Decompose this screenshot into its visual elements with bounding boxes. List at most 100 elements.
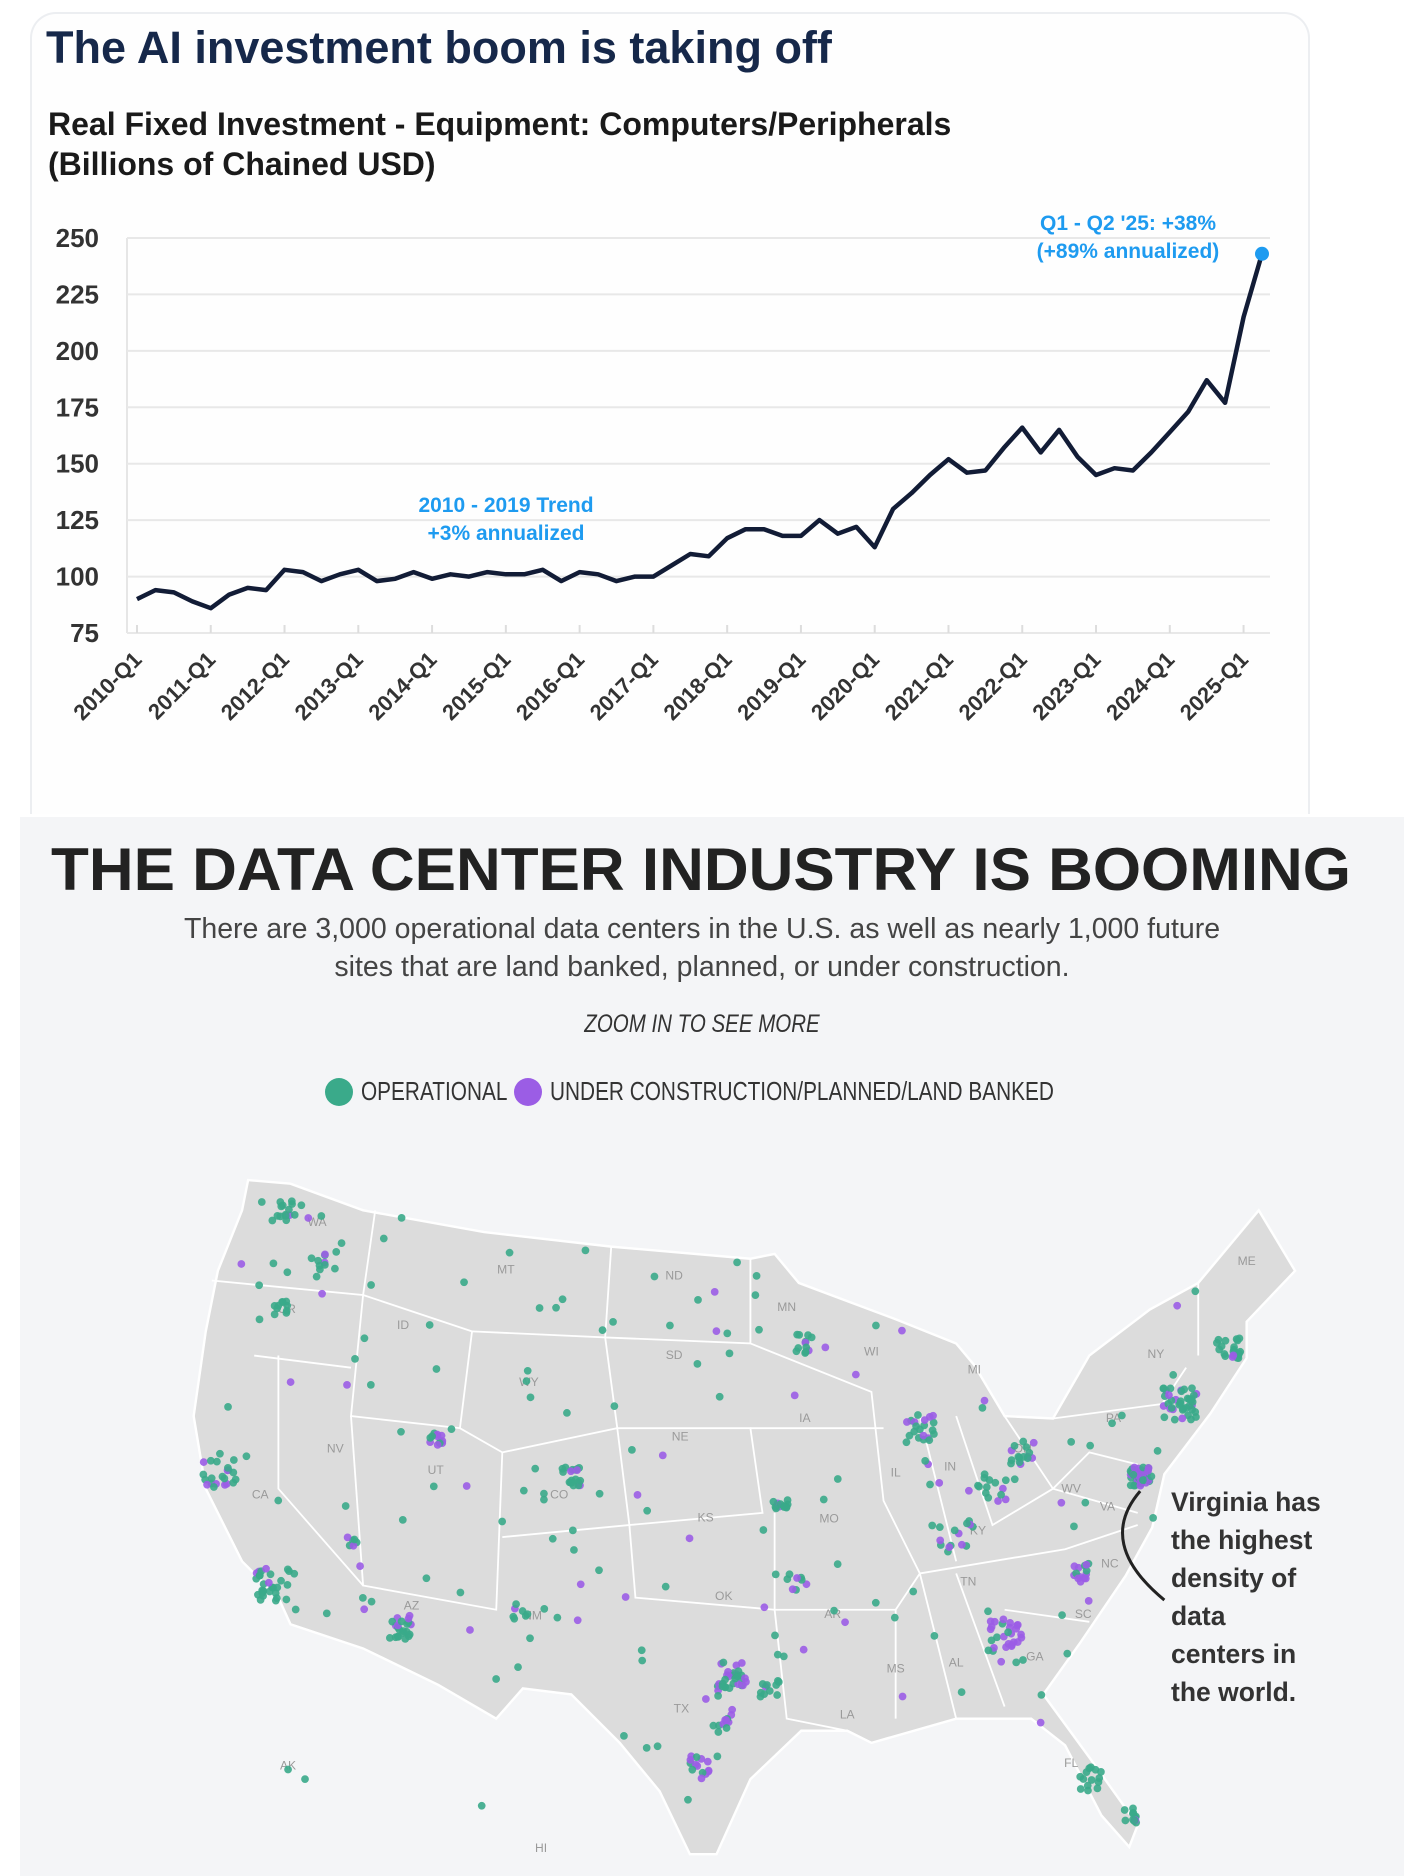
datacenter-title-wrap: THE DATA CENTER INDUSTRY IS BOOMING bbox=[51, 836, 1351, 903]
state-label-al: AL bbox=[949, 1656, 964, 1670]
planned-datacenter-dot bbox=[1084, 1597, 1093, 1605]
operational-datacenter-dot bbox=[273, 1583, 282, 1592]
y-tick-label: 150 bbox=[56, 449, 99, 479]
state-label-nd: ND bbox=[665, 1268, 683, 1282]
operational-datacenter-dot bbox=[1076, 1785, 1085, 1793]
planned-datacenter-dot bbox=[633, 1490, 642, 1499]
operational-datacenter-dot bbox=[297, 1201, 306, 1210]
operational-datacenter-dot bbox=[447, 1425, 456, 1434]
operational-datacenter-dot bbox=[984, 1607, 992, 1616]
operational-datacenter-dot bbox=[563, 1409, 571, 1417]
state-label-tx: TX bbox=[674, 1702, 689, 1716]
operational-datacenter-dot bbox=[242, 1452, 251, 1461]
operational-datacenter-dot bbox=[926, 1480, 934, 1489]
operational-datacenter-dot bbox=[1063, 1649, 1072, 1658]
operational-datacenter-dot bbox=[1097, 1768, 1105, 1776]
operational-datacenter-dot bbox=[270, 1301, 279, 1310]
planned-datacenter-dot bbox=[433, 1441, 442, 1449]
operational-datacenter-dot bbox=[807, 1333, 816, 1342]
state-label-hi: HI bbox=[535, 1841, 547, 1855]
planned-datacenter-dot bbox=[741, 1674, 749, 1683]
planned-datacenter-dot bbox=[621, 1593, 630, 1601]
operational-datacenter-dot bbox=[278, 1201, 287, 1210]
state-label-il: IL bbox=[891, 1466, 901, 1480]
operational-datacenter-dot bbox=[819, 1495, 828, 1504]
state-label-sd: SD bbox=[666, 1348, 683, 1362]
operational-datacenter-dot bbox=[1187, 1415, 1195, 1424]
operational-datacenter-dot bbox=[978, 1403, 987, 1412]
operational-datacenter-dot bbox=[981, 1489, 990, 1497]
operational-datacenter-dot bbox=[982, 1483, 991, 1491]
operational-datacenter-dot bbox=[1221, 1336, 1230, 1345]
operational-datacenter-dot bbox=[266, 1570, 275, 1579]
planned-datacenter-dot bbox=[1082, 1560, 1091, 1569]
state-label-mi: MI bbox=[968, 1363, 981, 1377]
state-label-mn: MN bbox=[777, 1300, 796, 1314]
planned-datacenter-dot bbox=[793, 1574, 801, 1582]
operational-datacenter-dot bbox=[1153, 1447, 1162, 1455]
operational-datacenter-dot bbox=[871, 1598, 880, 1607]
planned-datacenter-dot bbox=[945, 1543, 954, 1552]
planned-datacenter-dot bbox=[1081, 1574, 1090, 1583]
callout-line: data bbox=[1171, 1601, 1226, 1631]
operational-datacenter-dot bbox=[522, 1377, 531, 1385]
operational-datacenter-dot bbox=[498, 1517, 507, 1526]
operational-datacenter-dot bbox=[769, 1497, 778, 1506]
operational-datacenter-dot bbox=[255, 1315, 264, 1324]
callout-line: centers in bbox=[1171, 1639, 1297, 1669]
planned-datacenter-dot bbox=[356, 1562, 364, 1571]
operational-datacenter-dot bbox=[548, 1534, 557, 1543]
planned-datacenter-dot bbox=[841, 1618, 849, 1627]
operational-datacenter-dot bbox=[595, 1566, 603, 1575]
operational-datacenter-dot bbox=[1182, 1403, 1190, 1412]
state-label-ca: CA bbox=[252, 1487, 270, 1501]
map-legend: OPERATIONAL UNDER CONSTRUCTION/PLANNED/L… bbox=[0, 1076, 1404, 1107]
planned-datacenter-dot bbox=[349, 1541, 358, 1550]
operational-datacenter-dot bbox=[1220, 1350, 1229, 1358]
operational-datacenter-dot bbox=[785, 1570, 794, 1579]
operational-datacenter-dot bbox=[1037, 1691, 1046, 1699]
y-tick-label: 125 bbox=[56, 505, 99, 535]
planned-datacenter-dot bbox=[573, 1616, 582, 1625]
planned-datacenter-dot bbox=[405, 1611, 414, 1620]
operational-datacenter-dot bbox=[779, 1652, 788, 1661]
operational-datacenter-dot bbox=[772, 1504, 780, 1513]
operational-datacenter-dot bbox=[723, 1329, 732, 1338]
zoom-note: ZOOM IN TO SEE MORE bbox=[584, 1010, 820, 1038]
operational-datacenter-dot bbox=[714, 1692, 722, 1700]
state-label-ms: MS bbox=[887, 1662, 905, 1676]
planned-datacenter-dot bbox=[686, 1756, 695, 1764]
planned-datacenter-dot bbox=[685, 1534, 694, 1543]
callout-line: the world. bbox=[1171, 1677, 1297, 1707]
operational-datacenter-dot bbox=[209, 1483, 218, 1491]
state-label-mt: MT bbox=[497, 1262, 515, 1276]
operational-datacenter-dot bbox=[984, 1646, 993, 1655]
operational-datacenter-dot bbox=[756, 1688, 765, 1697]
planned-datacenter-dot bbox=[898, 1326, 906, 1335]
operational-datacenter-dot bbox=[1160, 1413, 1169, 1422]
operational-datacenter-dot bbox=[1087, 1776, 1096, 1784]
operational-datacenter-dot bbox=[301, 1775, 309, 1784]
operational-datacenter-dot bbox=[650, 1272, 659, 1281]
operational-datacenter-dot bbox=[367, 1281, 375, 1289]
operational-datacenter-dot bbox=[220, 1474, 229, 1483]
operational-datacenter-dot bbox=[540, 1605, 549, 1613]
operational-datacenter-dot bbox=[1230, 1343, 1238, 1351]
operational-datacenter-dot bbox=[666, 1321, 674, 1330]
operational-datacenter-dot bbox=[1170, 1415, 1179, 1424]
planned-datacenter-dot bbox=[1002, 1643, 1010, 1652]
operational-datacenter-dot bbox=[751, 1291, 760, 1300]
state-label-ne: NE bbox=[672, 1429, 689, 1443]
planned-datacenter-dot bbox=[697, 1774, 706, 1783]
operational-datacenter-dot bbox=[1147, 1472, 1156, 1481]
operational-datacenter-dot bbox=[1129, 1804, 1137, 1813]
operational-datacenter-dot bbox=[287, 1197, 296, 1206]
planned-datacenter-dot bbox=[712, 1327, 721, 1335]
planned-datacenter-dot bbox=[703, 1757, 712, 1766]
operational-datacenter-dot bbox=[914, 1411, 922, 1419]
planned-datacenter-dot bbox=[999, 1484, 1007, 1493]
operational-datacenter-dot bbox=[526, 1393, 535, 1402]
operational-datacenter-dot bbox=[422, 1574, 431, 1583]
planned-datacenter-dot bbox=[1144, 1466, 1153, 1475]
planned-datacenter-dot bbox=[1178, 1414, 1187, 1423]
